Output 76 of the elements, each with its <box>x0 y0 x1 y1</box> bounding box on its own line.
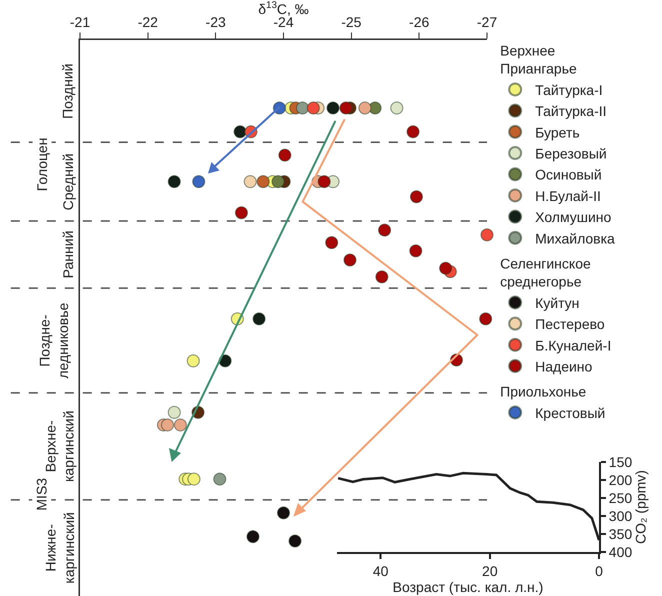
point <box>246 530 260 544</box>
legend-label: Осиновый <box>535 166 602 183</box>
point <box>306 101 320 114</box>
text: Ранний <box>60 230 76 278</box>
x-tick-label: -21 <box>70 14 90 30</box>
point <box>358 101 372 114</box>
y-tick-label: 200 <box>608 472 632 488</box>
x-tick-label: -27 <box>476 14 498 30</box>
text: MIS3 <box>34 478 50 511</box>
point <box>325 236 338 250</box>
legend-label: Буреть <box>535 124 580 140</box>
point <box>272 175 285 188</box>
legend-label: Куйтун <box>535 294 580 311</box>
y-axis-title: CO₂ (ppmv) <box>632 470 648 544</box>
y-tick-label: 400 <box>608 544 632 560</box>
point <box>186 354 200 368</box>
point <box>213 472 226 486</box>
legend-title: Верхнее Приангарье <box>500 42 577 77</box>
point <box>410 190 423 204</box>
point <box>296 101 309 114</box>
text: Поздне-ледниковье <box>36 302 71 379</box>
x-tick-label: 20 <box>482 562 498 579</box>
point <box>406 125 420 138</box>
x-axis-title: δ$^{13}$C, ‰ <box>258 0 309 17</box>
y-tick-label: 150 <box>608 454 632 470</box>
legend-label: Березовый <box>535 146 607 162</box>
x-tick-label: -23 <box>206 14 226 30</box>
point <box>378 224 392 237</box>
x-tick-label: -25 <box>341 14 362 30</box>
point <box>318 175 331 188</box>
legend-label: Михайловка <box>535 230 616 246</box>
point <box>277 506 290 520</box>
legend-label: Тайтурка-II <box>535 103 607 120</box>
point <box>375 270 388 284</box>
text: Селенгинское среднегорье <box>500 256 591 290</box>
x-tick-label: -26 <box>409 14 430 30</box>
text: Голоцен <box>34 138 50 192</box>
x-tick-label: 0 <box>595 562 604 579</box>
point <box>192 175 206 188</box>
point <box>174 418 187 432</box>
point <box>390 101 404 114</box>
x-tick-label: -22 <box>138 14 158 30</box>
point <box>187 472 200 486</box>
point <box>343 253 356 266</box>
text: Нижне-каргинский <box>42 512 77 584</box>
legend-label: Холмушино <box>535 209 612 226</box>
x-tick-label: 40 <box>372 562 389 579</box>
legend-label: Тайтурка-I <box>535 82 603 98</box>
legend-label: Крестовый <box>535 404 606 421</box>
y-tick-label: 350 <box>608 526 632 542</box>
point <box>168 175 181 188</box>
point <box>161 418 174 432</box>
legend-label: Б.Куналей-I <box>535 337 612 354</box>
point <box>480 228 494 242</box>
legend-label: Н.Булай-II <box>535 188 601 204</box>
y-tick-label: 250 <box>608 490 632 506</box>
point <box>409 244 422 258</box>
point <box>234 125 247 138</box>
point <box>234 206 248 220</box>
point <box>288 534 302 548</box>
legend-label: Пестерево <box>535 316 605 332</box>
point <box>244 175 257 188</box>
point <box>326 101 340 114</box>
legend-label: Надеино <box>535 358 593 374</box>
point <box>278 148 292 162</box>
point <box>439 262 452 275</box>
point <box>256 175 270 188</box>
y-tick-label: 300 <box>608 508 632 524</box>
point <box>168 406 181 419</box>
text: Поздний <box>60 64 76 119</box>
x-axis-title: Возраст (тыс. кал. л.н.) <box>392 578 544 595</box>
point <box>339 101 352 114</box>
text: Средний <box>60 153 76 210</box>
text: Приольхонье <box>500 384 586 400</box>
point <box>252 312 266 326</box>
point <box>479 312 492 326</box>
